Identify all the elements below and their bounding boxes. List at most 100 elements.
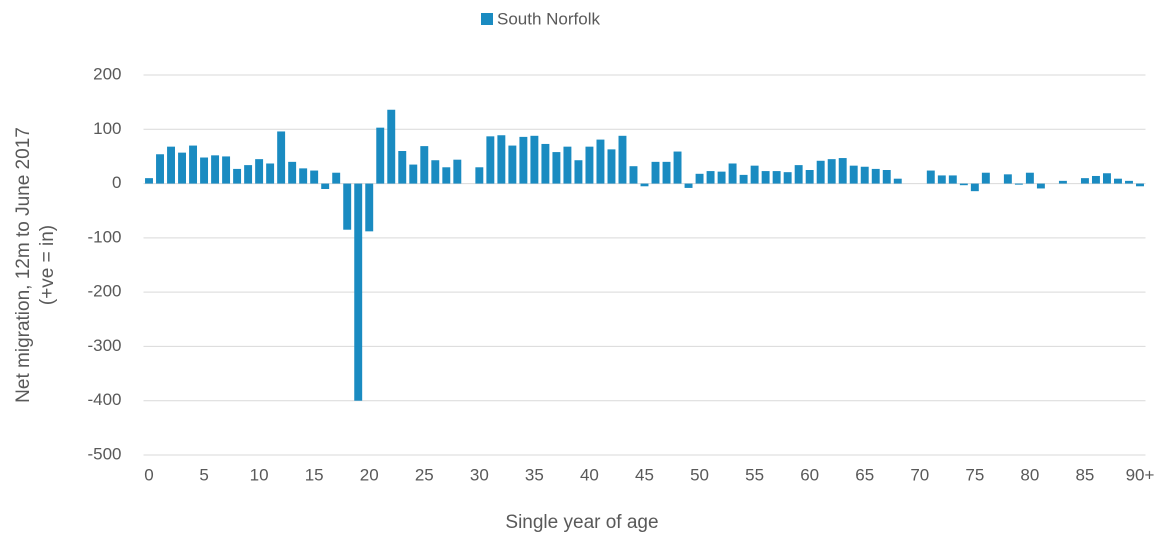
bar [310,170,319,184]
x-tick-label: 30 [470,465,489,484]
y-axis-label: Net migration, 12m to June 2017 (+ve = i… [13,127,58,403]
y-tick-label: -100 [87,227,121,246]
bar [1080,178,1089,184]
bar [1025,172,1034,184]
bar [1125,180,1133,184]
bar [299,168,308,184]
bar [574,160,583,184]
bar [519,136,528,184]
bar [1014,183,1023,185]
bar [739,174,748,184]
bar [937,175,946,184]
bar [486,136,495,184]
y-tick-label: -200 [87,282,121,301]
bar [706,171,715,184]
bar [849,165,858,184]
bar [959,183,968,186]
legend-swatch [481,13,493,25]
bar [816,160,825,184]
x-tick-label: 70 [910,465,929,484]
x-tick-label: 5 [199,465,208,484]
y-axis-label-line: Net migration, 12m to June 2017 [13,127,34,403]
bar [1091,175,1100,184]
bar [145,178,153,184]
x-tick-label: 80 [1020,465,1039,484]
bar [827,159,836,184]
bar [398,151,407,184]
bar [475,167,484,184]
bar [365,183,374,232]
x-axis-label: Single year of age [505,512,658,533]
bar [618,135,627,184]
bar [1058,180,1067,184]
bar [167,146,175,184]
bar [1102,173,1111,184]
x-tick-label: 25 [415,465,434,484]
bar [178,152,187,184]
bar [156,154,164,184]
bar [772,171,781,184]
x-tick-label: 0 [144,465,153,484]
bar [684,183,693,188]
bar [277,131,286,184]
bar [860,166,869,184]
y-tick-label: -300 [87,336,121,355]
bar [189,145,198,184]
x-tick-label: 60 [800,465,819,484]
bar [530,135,539,184]
bar [255,159,264,184]
bar [695,173,704,184]
bar [376,127,385,184]
bar [871,168,880,184]
y-tick-label: 0 [112,173,121,192]
y-axis-label-line: (+ve = in) [37,225,58,305]
bar [420,146,429,184]
bar [288,161,297,184]
bar [343,183,352,230]
legend-label: South Norfolk [497,9,600,28]
bar [750,165,759,184]
bar [651,161,660,184]
bar [629,166,638,184]
bar [1003,174,1012,184]
x-tick-label: 75 [965,465,984,484]
x-tick-label: 40 [580,465,599,484]
y-tick-label: 200 [93,64,121,83]
bar [585,146,594,184]
x-tick-label: 65 [855,465,874,484]
bar [541,143,550,184]
bar [442,167,451,184]
x-tick-label: 85 [1075,465,1094,484]
bar [431,160,440,184]
bar [717,171,726,184]
bar [453,159,462,184]
bar [222,156,231,184]
x-tick-label: 20 [360,465,379,484]
x-tick-label: 15 [305,465,324,484]
bar [893,178,902,184]
bar [981,172,990,184]
x-tick-label: 45 [635,465,654,484]
bar [211,155,220,184]
legend-item: South Norfolk [481,9,600,28]
bar [673,151,682,184]
bar [1114,178,1122,184]
bar [640,183,649,187]
x-tick-label: 90+ [1126,465,1155,484]
bar [409,164,418,184]
x-tick-label: 50 [690,465,709,484]
y-tick-label: 100 [93,119,121,138]
bar [761,171,770,184]
bar [497,135,506,184]
bar [508,145,517,184]
bar [233,168,242,184]
bar [200,157,209,184]
x-tick-label: 10 [250,465,269,484]
bar [926,170,935,184]
bar [805,170,814,184]
bar [244,165,253,184]
bar [552,152,561,184]
y-tick-label: -500 [87,444,121,463]
x-tick-label: 55 [745,465,764,484]
